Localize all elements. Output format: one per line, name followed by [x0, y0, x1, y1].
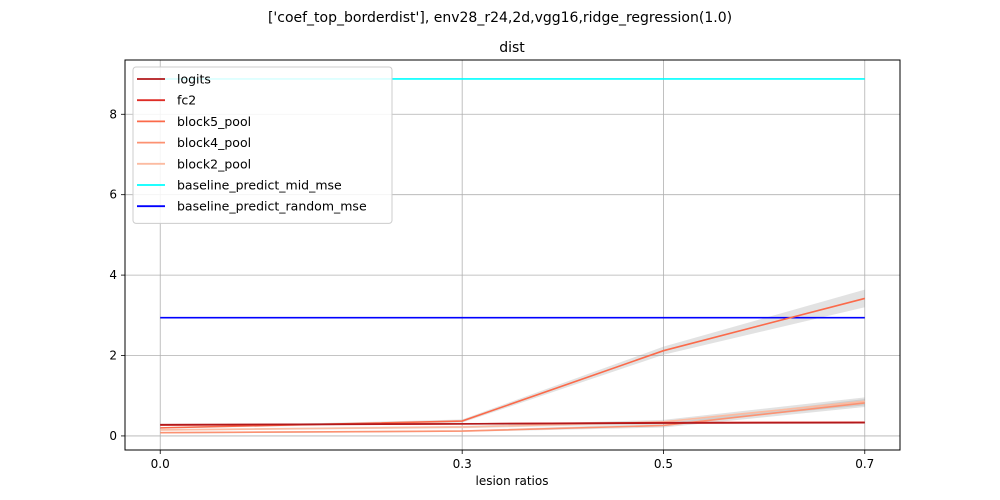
- plot-title: dist: [499, 40, 525, 56]
- legend: logits fc2 block5_pool block4_pool block2_po…: [132, 66, 393, 224]
- y-tick-label: 6: [109, 188, 117, 202]
- legend-label-baseline-predict-random-mse: baseline_predict_random_mse: [177, 199, 367, 214]
- series-line-block4-pool: [160, 402, 865, 434]
- legend-label-fc2: fc2: [177, 93, 196, 108]
- band-block4-pool: [160, 398, 865, 434]
- legend-label-block2-pool: block2_pool: [177, 156, 251, 171]
- legend-label-block4-pool: block4_pool: [177, 135, 251, 150]
- x-tick-label: 0.7: [855, 457, 874, 471]
- figure-suptitle: ['coef_top_borderdist'], env28_r24,2d,vg…: [268, 10, 732, 26]
- y-tick-label: 2: [109, 349, 117, 363]
- band-block2-pool: [160, 397, 865, 431]
- series-line-block2-pool: [160, 400, 865, 431]
- axes-frame: [124, 59, 901, 451]
- x-tick-label: 0.0: [151, 457, 170, 471]
- x-tick-label: 0.5: [654, 457, 673, 471]
- series-line-logits: [160, 421, 865, 426]
- series-lines: [160, 78, 865, 434]
- y-tick-label: 8: [109, 107, 117, 121]
- legend-label-block5-pool: block5_pool: [177, 114, 251, 129]
- axis-ticks: 0.0 0.3 0.5 0.7 0 2 4 6 8: [109, 107, 874, 471]
- legend-label-logits: logits: [177, 72, 211, 87]
- legend-box: [132, 66, 393, 224]
- y-tick-label: 4: [109, 268, 117, 282]
- y-tick-label: 0: [109, 429, 117, 443]
- x-tick-label: 0.3: [453, 457, 472, 471]
- legend-label-baseline-predict-mid-mse: baseline_predict_mid_mse: [177, 178, 342, 193]
- x-axis-label: lesion ratios: [476, 474, 549, 488]
